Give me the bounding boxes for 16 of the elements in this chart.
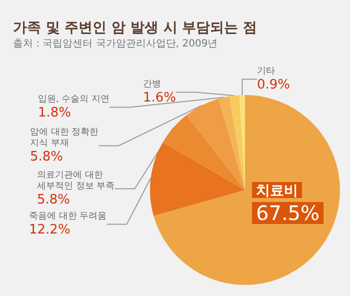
data-label: 1.8% [38, 106, 72, 120]
chart-title: 가족 및 주변인 암 발생 시 부담되는 점 [13, 20, 258, 36]
slice-label: 죽음에 대한 두려움 [29, 212, 107, 222]
slice-label: 간병 [143, 80, 161, 90]
data-label: 0.9% [257, 78, 290, 92]
data-label: 67.5% [256, 201, 320, 225]
data-label: 5.8% [30, 150, 64, 164]
data-label: 12.2% [29, 222, 70, 238]
chart-subtitle: 출처 : 국립암센터 국가암관리사업단, 2009년 [13, 38, 218, 50]
slice-label: 의료기관에 대한 세부적인 정보 부족 [37, 170, 115, 192]
slice-label: 치료비 [256, 183, 298, 199]
slice-label: 암에 대한 정확한 지식 부재 [30, 128, 99, 148]
slice-label: 입원, 수술의 지연 [38, 94, 110, 104]
data-label: 5.8% [37, 192, 70, 208]
slice-label: 기타 [257, 66, 275, 76]
data-label: 1.6% [143, 90, 176, 106]
